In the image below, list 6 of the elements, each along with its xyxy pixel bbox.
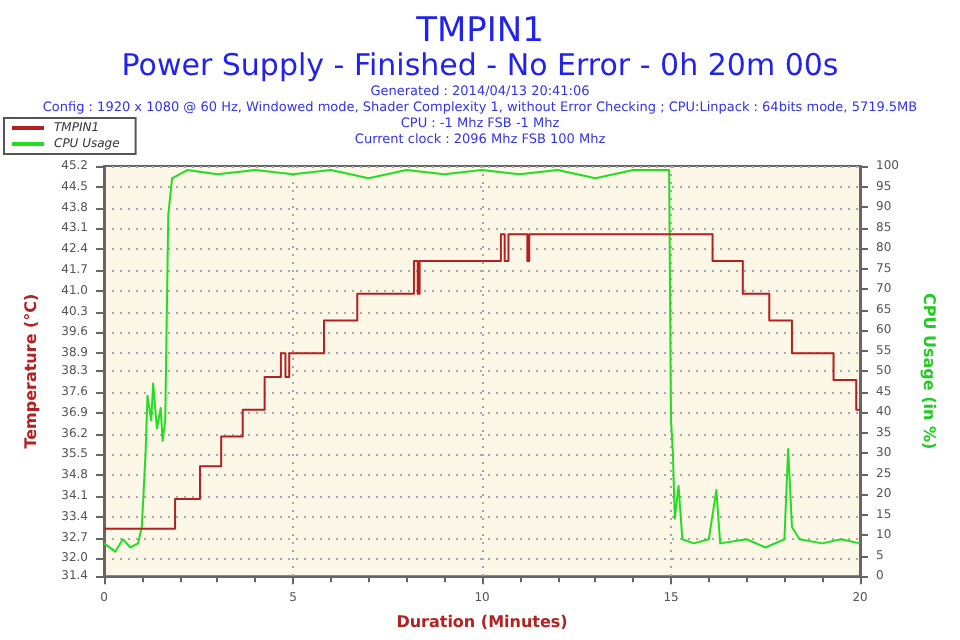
chart-title: TMPIN1 <box>414 11 544 51</box>
x-axis-title: Duration (Minutes) <box>396 613 568 631</box>
y2-axis-title: CPU Usage (in %) <box>919 292 938 450</box>
y-axis-title: Temperature (°C) <box>22 293 41 449</box>
chart-subtitle: Power Supply - Finished - No Error - 0h 20m 00s <box>121 47 839 83</box>
line-series <box>103 169 861 553</box>
